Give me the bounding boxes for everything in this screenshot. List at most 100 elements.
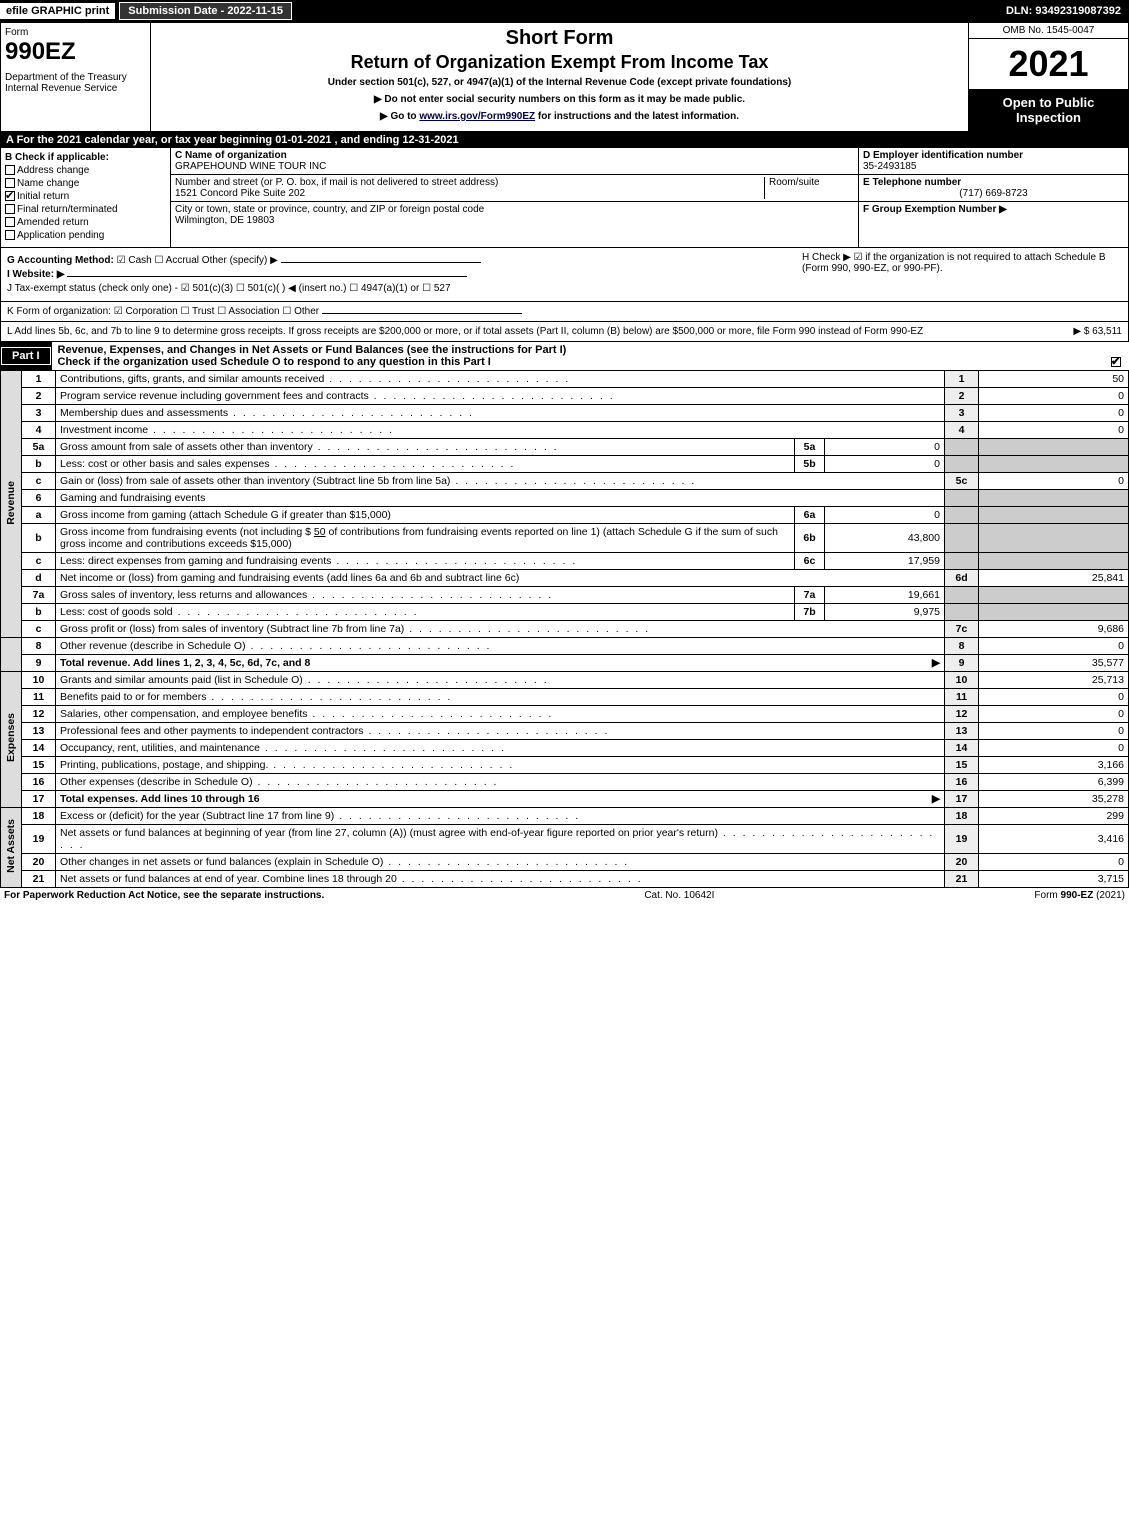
line-text: Gross sales of inventory, less returns a… [56, 587, 795, 604]
check-address-change[interactable]: Address change [5, 165, 166, 176]
line-amt: 0 [979, 405, 1129, 422]
line-text: Net income or (loss) from gaming and fun… [56, 570, 945, 587]
line-text: Other revenue (describe in Schedule O) [56, 638, 945, 655]
line-5a: 5a Gross amount from sale of assets othe… [1, 439, 1129, 456]
phone-label: E Telephone number [863, 177, 961, 188]
line-text: Excess or (deficit) for the year (Subtra… [56, 808, 945, 825]
sidebar-expenses: Expenses [1, 672, 22, 808]
line-16: 16 Other expenses (describe in Schedule … [1, 774, 1129, 791]
line-amt: 0 [979, 854, 1129, 871]
room-suite-label: Room/suite [769, 177, 820, 188]
line-box: 16 [945, 774, 979, 791]
k-form-org: K Form of organization: ☑ Corporation ☐ … [7, 306, 319, 317]
line-text: Program service revenue including govern… [56, 388, 945, 405]
line-box: 18 [945, 808, 979, 825]
k-other-field[interactable] [322, 313, 522, 314]
sub-amt: 9,975 [825, 604, 945, 621]
part-1-check-line: Check if the organization used Schedule … [58, 356, 491, 368]
line-num: 10 [22, 672, 56, 689]
header-left: Form 990EZ Department of the Treasury In… [1, 23, 151, 131]
check-name-change[interactable]: Name change [5, 178, 166, 189]
line-num: 13 [22, 723, 56, 740]
line-num: 7a [22, 587, 56, 604]
line-box: 17 [945, 791, 979, 808]
line-14: 14 Occupancy, rent, utilities, and maint… [1, 740, 1129, 757]
section-ghi: H Check ▶ ☑ if the organization is not r… [0, 248, 1129, 302]
line-box: 10 [945, 672, 979, 689]
city-row: City or town, state or province, country… [171, 202, 858, 228]
line-text: Contributions, gifts, grants, and simila… [56, 371, 945, 388]
line-box: 5c [945, 473, 979, 490]
footer-right: Form 990-EZ (2021) [1034, 890, 1125, 901]
line-text: Less: cost of goods sold [56, 604, 795, 621]
line-box: 2 [945, 388, 979, 405]
sub-amt: 17,959 [825, 553, 945, 570]
line-num: 20 [22, 854, 56, 871]
line-text: Total expenses. Add lines 10 through 16 … [56, 791, 945, 808]
check-application-pending[interactable]: Application pending [5, 230, 166, 241]
grey-cell [945, 456, 979, 473]
line-text: Printing, publications, postage, and shi… [56, 757, 945, 774]
check-initial-return[interactable]: Initial return [5, 191, 166, 202]
website-field[interactable] [67, 276, 467, 277]
line-text: Gross profit or (loss) from sales of inv… [56, 621, 945, 638]
line-box: 13 [945, 723, 979, 740]
sidebar-spacer [1, 638, 22, 672]
grey-cell [979, 524, 1129, 553]
grey-cell [979, 439, 1129, 456]
check-amended-return[interactable]: Amended return [5, 217, 166, 228]
line-text: Gross income from fundraising events (no… [56, 524, 795, 553]
line-11: 11 Benefits paid to or for members 11 0 [1, 689, 1129, 706]
group-exemption-label: F Group Exemption Number ▶ [863, 204, 1007, 215]
ein-value: 35-2493185 [863, 161, 916, 172]
line-num: 21 [22, 871, 56, 888]
line-text: Salaries, other compensation, and employ… [56, 706, 945, 723]
g-other-specify[interactable] [281, 262, 481, 263]
line-19: 19 Net assets or fund balances at beginn… [1, 825, 1129, 854]
col-c-org-info: C Name of organization GRAPEHOUND WINE T… [171, 148, 858, 247]
grey-cell [945, 524, 979, 553]
line-1: Revenue 1 Contributions, gifts, grants, … [1, 371, 1129, 388]
line-amt: 3,166 [979, 757, 1129, 774]
col-def: D Employer identification number 35-2493… [858, 148, 1128, 247]
l-text: L Add lines 5b, 6c, and 7b to line 9 to … [7, 326, 923, 337]
line-num: 5a [22, 439, 56, 456]
line-amt: 3,416 [979, 825, 1129, 854]
ein-row: D Employer identification number 35-2493… [859, 148, 1128, 175]
j-label: J Tax-exempt status (check only one) - ☑… [7, 283, 451, 294]
line-7c: c Gross profit or (loss) from sales of i… [1, 621, 1129, 638]
line-text: Less: cost or other basis and sales expe… [56, 456, 795, 473]
group-exemption-row: F Group Exemption Number ▶ [859, 202, 1128, 217]
efile-label[interactable]: efile GRAPHIC print [0, 3, 115, 19]
line-num: 17 [22, 791, 56, 808]
line-box: 8 [945, 638, 979, 655]
line-text: Total revenue. Add lines 1, 2, 3, 4, 5c,… [56, 655, 945, 672]
line-20: 20 Other changes in net assets or fund b… [1, 854, 1129, 871]
street-row: Number and street (or P. O. box, if mail… [171, 175, 858, 202]
label-c-name: C Name of organization [175, 150, 287, 161]
line-8: 8 Other revenue (describe in Schedule O)… [1, 638, 1129, 655]
line-num: 3 [22, 405, 56, 422]
phone-value: (717) 669-8723 [863, 188, 1124, 199]
sidebar-netassets: Net Assets [1, 808, 22, 888]
check-final-return[interactable]: Final return/terminated [5, 204, 166, 215]
check-label: Application pending [17, 230, 104, 241]
line-num: 9 [22, 655, 56, 672]
line-num: 8 [22, 638, 56, 655]
line-text: Investment income [56, 422, 945, 439]
form-header: Form 990EZ Department of the Treasury In… [0, 22, 1129, 132]
line-box: 11 [945, 689, 979, 706]
dept-label: Department of the Treasury Internal Reve… [5, 72, 146, 94]
sub-amt: 0 [825, 439, 945, 456]
check-label: Initial return [17, 191, 69, 202]
line-num: 2 [22, 388, 56, 405]
grey-cell [945, 439, 979, 456]
subtitle-3: ▶ Go to www.irs.gov/Form990EZ for instru… [155, 111, 964, 122]
part-1-schedule-o-check[interactable] [1111, 357, 1121, 367]
irs-link[interactable]: www.irs.gov/Form990EZ [419, 111, 535, 122]
phone-row: E Telephone number (717) 669-8723 [859, 175, 1128, 202]
grey-cell [979, 553, 1129, 570]
h-schedule-b: H Check ▶ ☑ if the organization is not r… [802, 252, 1122, 274]
grey-cell [945, 553, 979, 570]
line-text: Occupancy, rent, utilities, and maintena… [56, 740, 945, 757]
